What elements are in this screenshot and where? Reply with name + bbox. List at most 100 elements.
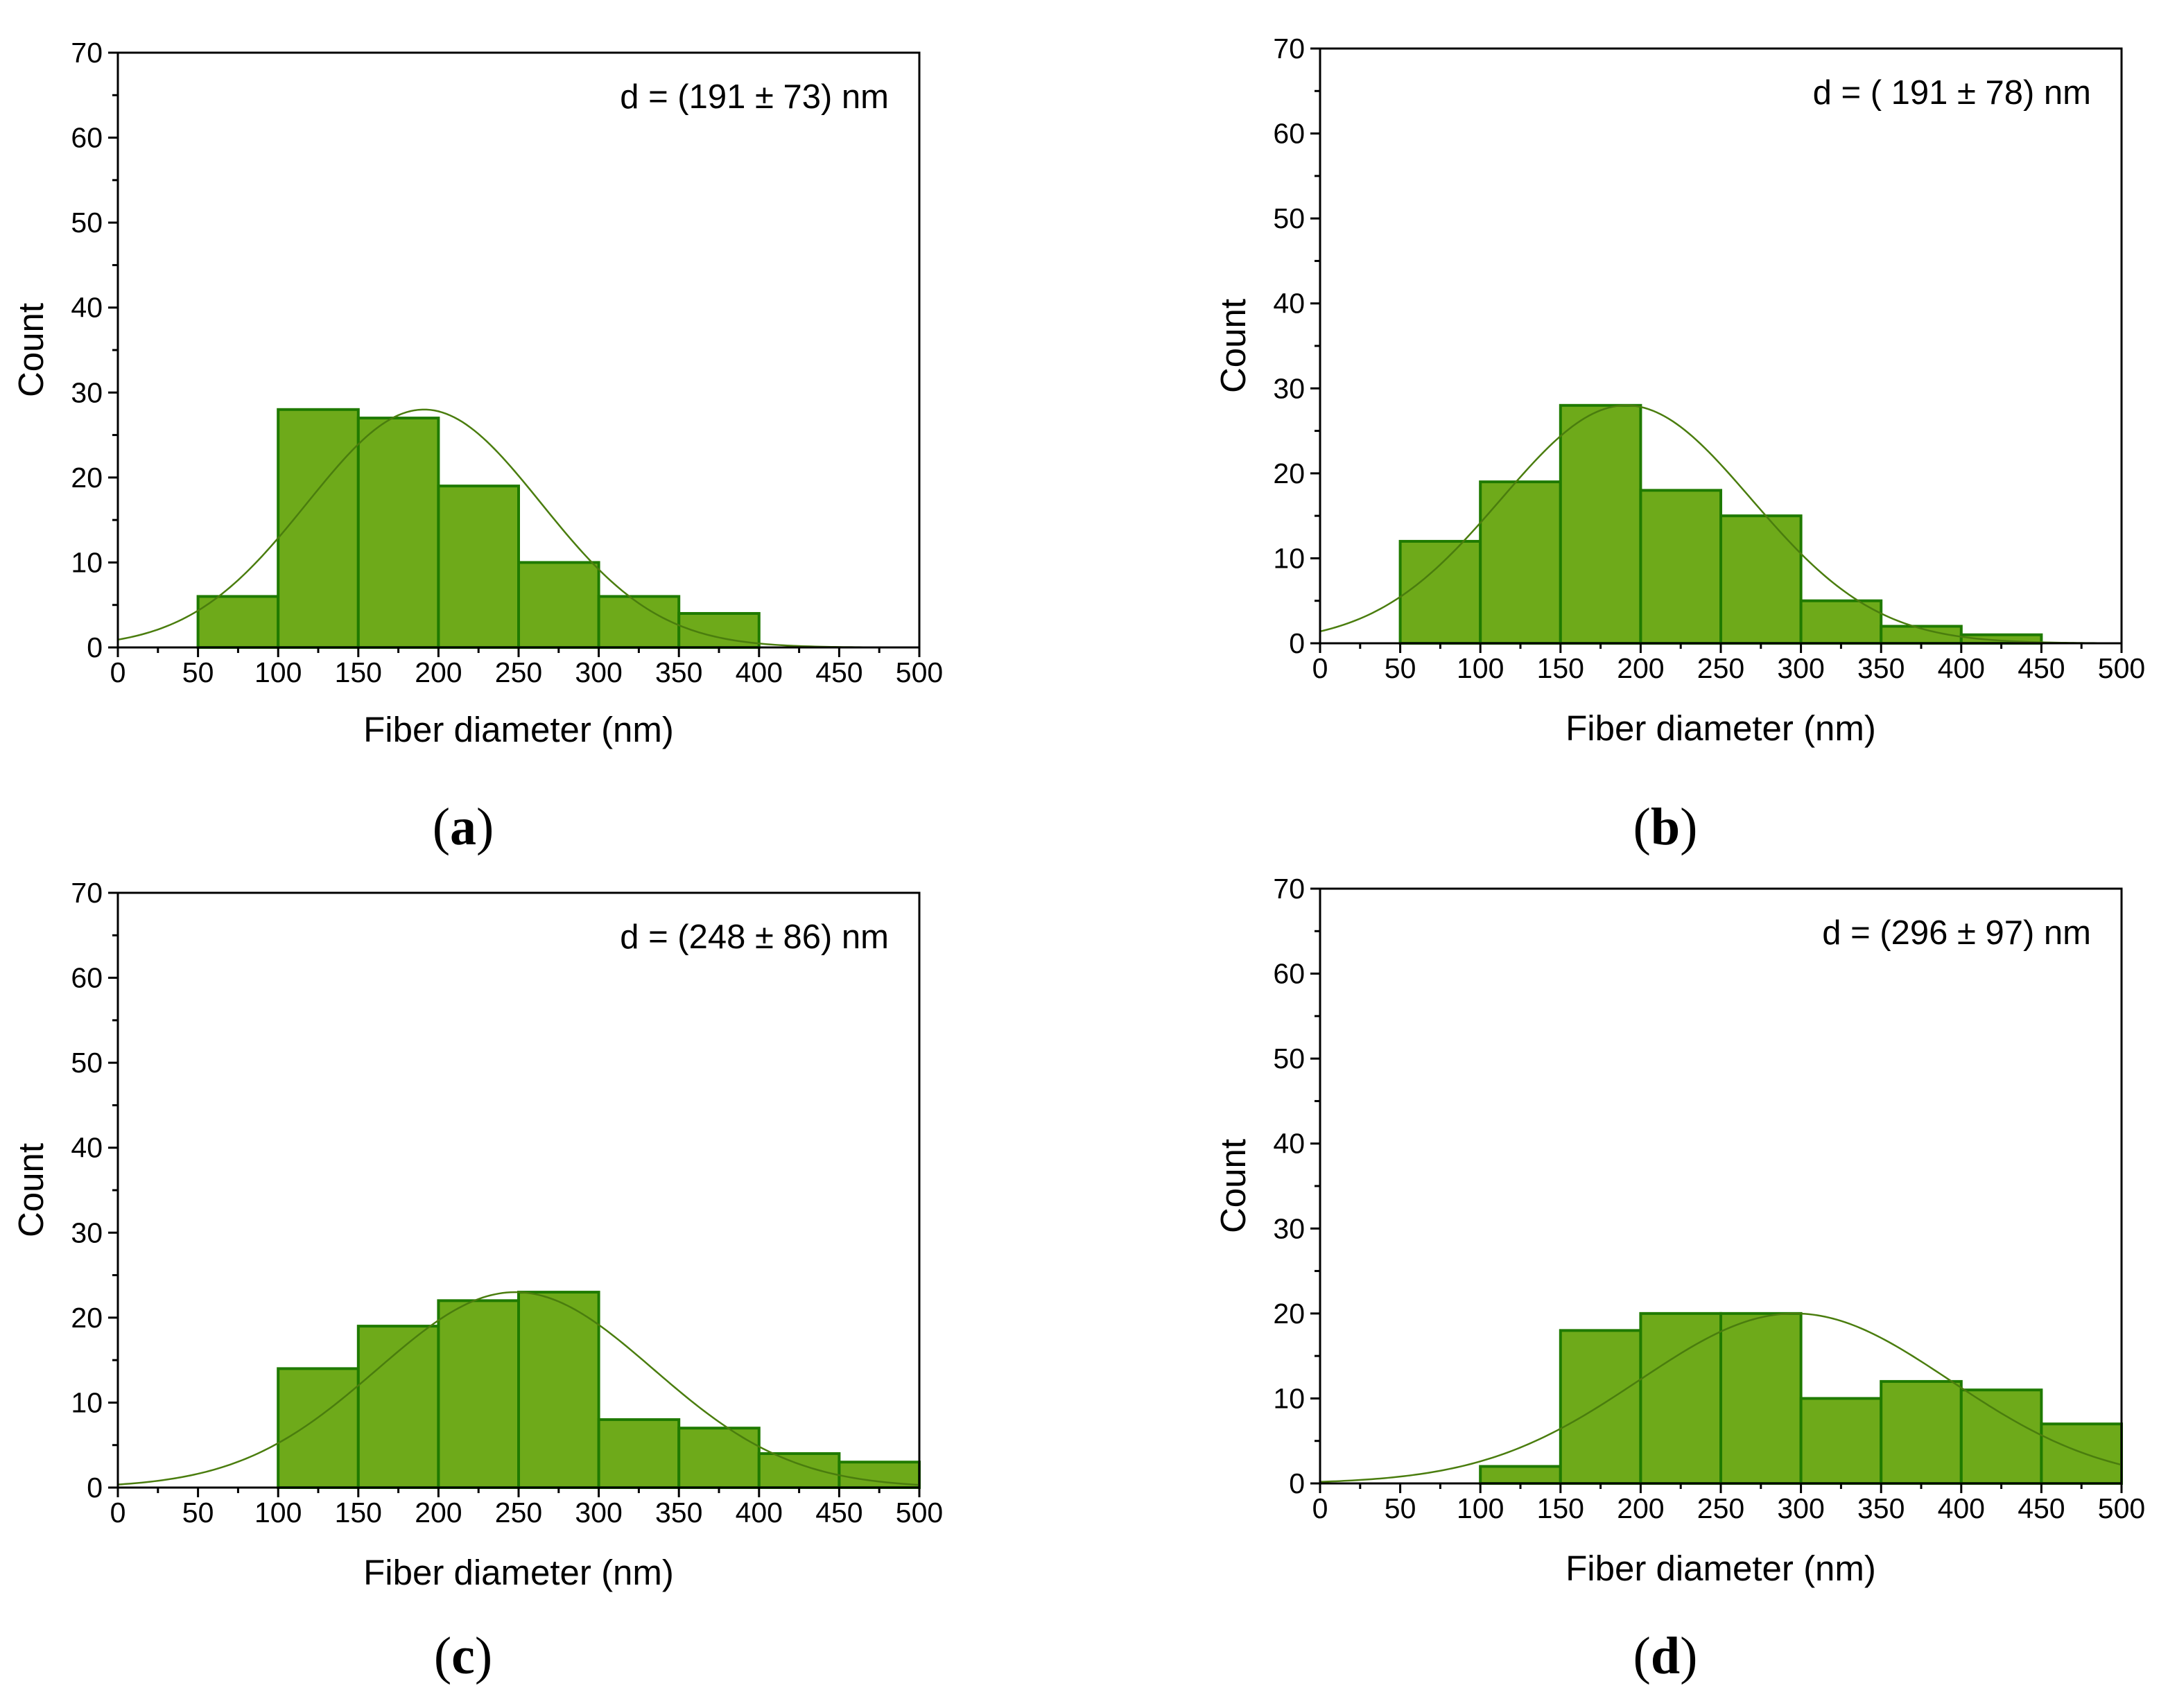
x-tick-label: 200 [1617, 652, 1664, 684]
x-tick-label: 500 [2098, 652, 2145, 684]
x-tick-label: 350 [655, 656, 702, 688]
y-tick-label: 20 [1273, 1298, 1305, 1330]
x-tick-label: 400 [1938, 1492, 1985, 1524]
mean-diameter-annotation: d = ( 191 ± 78) nm [1813, 74, 2091, 112]
histogram-bar [1398, 539, 1482, 645]
panel-label: (c) [434, 1627, 492, 1685]
histogram-bar [1559, 403, 1642, 645]
panel-label: (d) [1633, 1627, 1698, 1685]
histogram-bar [1799, 1397, 1883, 1485]
histogram-bar [277, 408, 360, 649]
panel-a: 0 50 100 150 200 250 300 350 400 450 500 0 10 20 30 40 5… [11, 37, 943, 856]
y-axis-title: Count [1213, 299, 1253, 393]
x-axis-title: Fiber diameter (nm) [363, 1553, 674, 1592]
x-tick-label: 450 [2018, 652, 2065, 684]
y-tick-label: 30 [1273, 372, 1305, 404]
x-tick-label: 350 [1857, 1492, 1905, 1524]
y-tick-label: 60 [1273, 118, 1305, 150]
x-tick-label: 150 [1537, 1492, 1584, 1524]
histogram-bar [356, 417, 440, 649]
mean-diameter-annotation: d = (191 ± 73) nm [620, 78, 889, 116]
y-tick-label: 20 [71, 462, 103, 494]
panel-c: 0 50 100 150 200 250 300 350 400 450 500 0 10 20 30 40 5… [11, 877, 943, 1685]
y-axis-title: Count [11, 303, 51, 397]
x-tick-label: 0 [110, 1497, 126, 1528]
y-tick-label: 50 [1273, 1043, 1305, 1074]
y-tick-label: 70 [1273, 33, 1305, 64]
x-tick-label: 150 [1537, 652, 1584, 684]
histogram-bar [277, 1367, 360, 1490]
x-tick-label: 300 [575, 1497, 622, 1528]
mean-diameter-annotation: d = (248 ± 86) nm [620, 918, 889, 956]
x-tick-label: 200 [415, 1497, 462, 1528]
x-tick-label: 250 [1697, 652, 1744, 684]
x-tick-label: 50 [1385, 1492, 1416, 1524]
x-tick-label: 100 [254, 1497, 302, 1528]
y-tick-label: 10 [71, 1386, 103, 1418]
histogram-bar [1479, 1465, 1562, 1485]
x-tick-label: 0 [1312, 652, 1328, 684]
x-tick-label: 50 [182, 656, 214, 688]
x-tick-label: 50 [1385, 652, 1416, 684]
y-tick-label: 50 [1273, 202, 1305, 234]
x-tick-label: 200 [1617, 1492, 1664, 1524]
y-tick-label: 40 [1273, 288, 1305, 320]
y-tick-label: 0 [87, 631, 103, 663]
x-tick-label: 100 [1457, 1492, 1504, 1524]
histogram-bar [1880, 1379, 1963, 1485]
gaussian-fit-curve [1319, 1312, 2122, 1483]
y-tick-label: 10 [71, 546, 103, 578]
y-axis-title: Count [1213, 1139, 1253, 1233]
histogram-bar [757, 1452, 841, 1490]
histogram-bar [677, 1427, 761, 1489]
x-tick-label: 300 [1777, 1492, 1824, 1524]
y-tick-label: 0 [87, 1472, 103, 1504]
histogram-bar [1639, 489, 1722, 645]
y-tick-label: 0 [1289, 627, 1305, 659]
histogram-bar [1639, 1312, 1722, 1485]
x-tick-label: 450 [815, 656, 862, 688]
y-tick-label: 0 [1289, 1467, 1305, 1499]
x-tick-label: 50 [182, 1497, 214, 1528]
y-tick-label: 40 [71, 292, 103, 324]
y-tick-label: 70 [71, 37, 103, 69]
x-tick-label: 150 [335, 1497, 382, 1528]
y-tick-label: 60 [71, 962, 103, 994]
x-tick-label: 500 [896, 656, 943, 688]
histogram-bar [1479, 480, 1562, 645]
y-tick-label: 60 [71, 122, 103, 154]
x-tick-label: 200 [415, 656, 462, 688]
y-tick-label: 50 [71, 207, 103, 238]
x-tick-label: 400 [736, 656, 783, 688]
x-tick-label: 350 [1857, 652, 1905, 684]
y-tick-label: 20 [71, 1302, 103, 1334]
histogram-bar [2040, 1422, 2123, 1485]
x-axis-title: Fiber diameter (nm) [1565, 1549, 1876, 1588]
histogram-bar [517, 1291, 600, 1489]
x-tick-label: 250 [495, 1497, 542, 1528]
x-tick-label: 100 [1457, 652, 1504, 684]
y-tick-label: 40 [1273, 1128, 1305, 1160]
gaussian-fit-curve [1319, 404, 2122, 645]
x-tick-label: 250 [1697, 1492, 1744, 1524]
histogram-bar [1719, 1312, 1803, 1485]
y-tick-label: 50 [71, 1047, 103, 1079]
x-tick-label: 500 [2098, 1492, 2145, 1524]
panel-label: (a) [433, 798, 494, 856]
y-tick-label: 10 [1273, 1382, 1305, 1414]
y-tick-label: 20 [1273, 458, 1305, 489]
y-axis-title: Count [11, 1143, 51, 1237]
panel-b: 0 50 100 150 200 250 300 350 400 450 500 0 10 20 30 40 5… [1213, 33, 2145, 856]
histogram-bar [1719, 514, 1803, 645]
histogram-bar [437, 1299, 521, 1490]
histogram-bar [597, 1418, 681, 1490]
y-tick-label: 60 [1273, 958, 1305, 990]
x-tick-label: 300 [1777, 652, 1824, 684]
y-tick-label: 30 [71, 376, 103, 408]
x-tick-label: 150 [335, 656, 382, 688]
y-tick-label: 70 [1273, 873, 1305, 905]
x-tick-label: 0 [1312, 1492, 1328, 1524]
y-tick-label: 70 [71, 877, 103, 909]
histogram-bar [437, 485, 521, 649]
